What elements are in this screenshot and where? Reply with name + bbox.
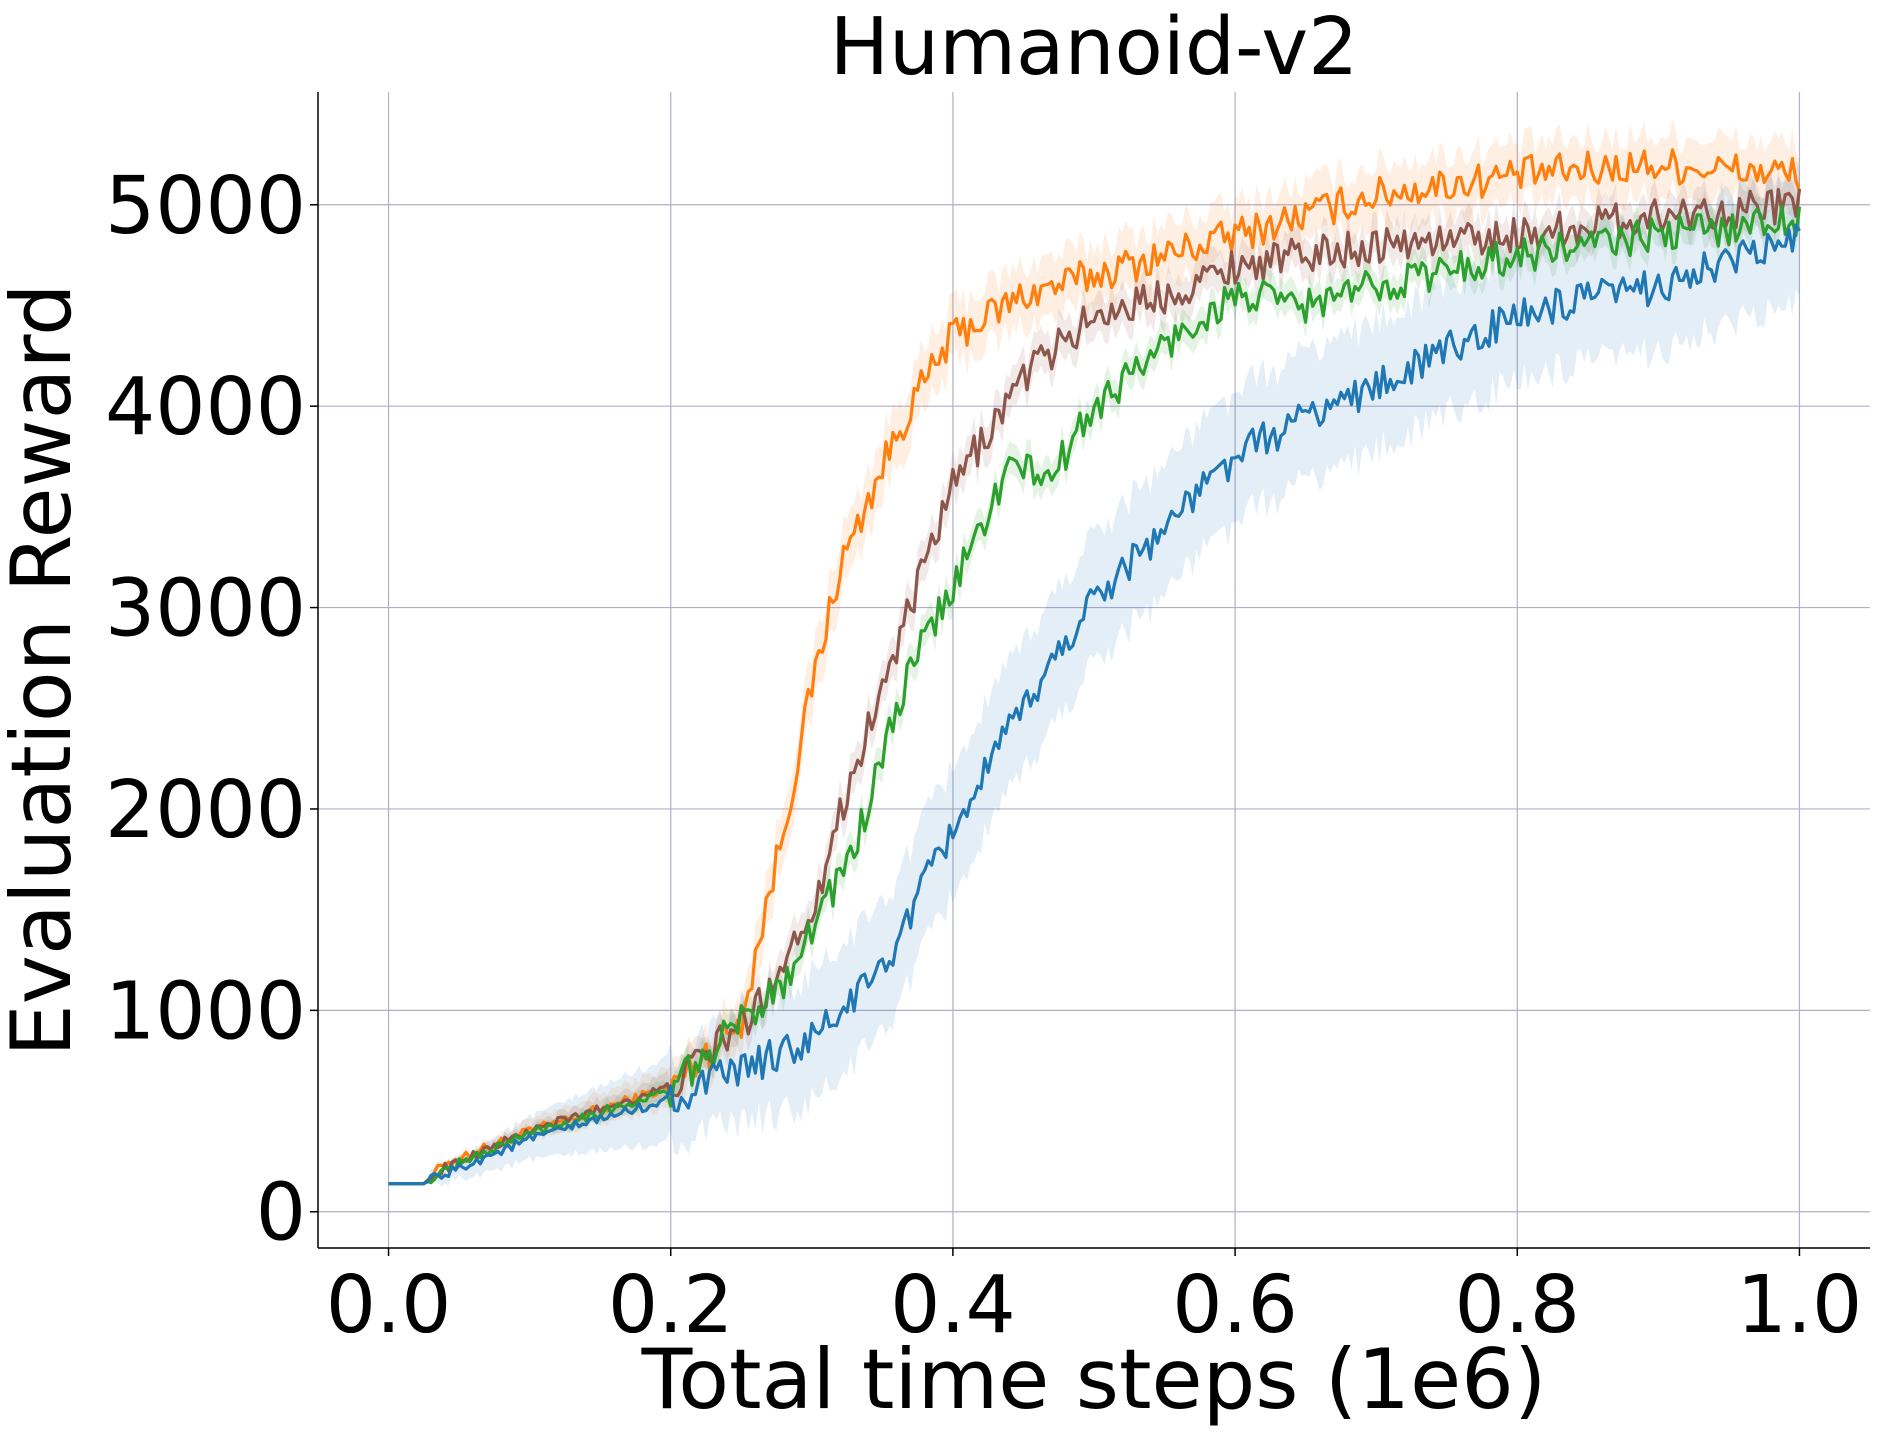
y-tick-label: 1000 <box>105 965 306 1057</box>
y-axis-label: Evaluation Reward <box>0 283 90 1056</box>
std-bands <box>388 119 1800 1187</box>
series-line <box>388 148 1802 1186</box>
x-tick-label: 0.2 <box>608 1259 734 1351</box>
y-tick-label: 0 <box>256 1167 306 1259</box>
x-tick-label: 0.6 <box>1172 1259 1298 1351</box>
series-line <box>388 204 1802 1186</box>
y-tick-label: 5000 <box>105 160 306 252</box>
x-axis-label: Total time steps (1e6) <box>641 1331 1547 1428</box>
x-tick-label: 0.0 <box>326 1259 452 1351</box>
x-tick-label: 0.4 <box>890 1259 1016 1351</box>
y-tick-label: 4000 <box>105 361 306 453</box>
y-tick-label: 3000 <box>105 563 306 655</box>
axis-spines <box>317 92 1870 1249</box>
y-tick-label: 2000 <box>105 764 306 856</box>
grid-lines <box>318 92 1870 1248</box>
x-tick-label: 0.8 <box>1454 1259 1580 1351</box>
y-ticks: 0 1000 2000 3000 4000 5000 <box>105 160 318 1259</box>
series-line <box>388 223 1801 1186</box>
chart-title: Humanoid-v2 <box>830 1 1359 93</box>
series-band <box>388 160 1800 1187</box>
x-tick-label: 1.0 <box>1737 1259 1863 1351</box>
x-ticks: 0.0 0.2 0.4 0.6 0.8 1.0 <box>326 1248 1863 1351</box>
series-lines <box>388 148 1802 1186</box>
